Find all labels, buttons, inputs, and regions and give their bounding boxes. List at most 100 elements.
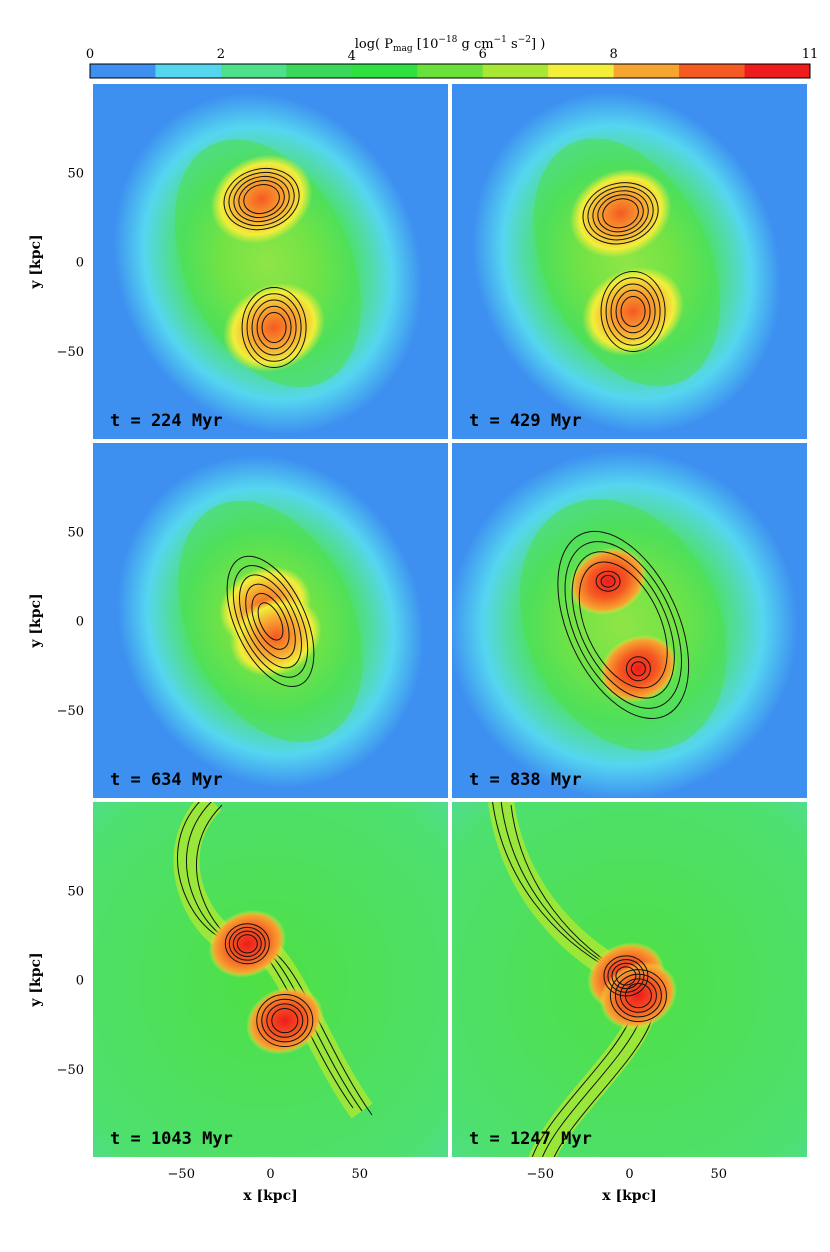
contour-line xyxy=(256,994,314,1048)
y-tick-label: −50 xyxy=(57,345,84,360)
contour-line xyxy=(245,583,296,660)
colorbar-segment xyxy=(548,64,615,78)
contour-line xyxy=(261,998,309,1043)
contour-line xyxy=(223,167,300,231)
panel-frame xyxy=(450,82,809,441)
y-axis-label: y [kpc] xyxy=(28,952,44,1007)
contour-line xyxy=(257,602,284,641)
x-tick-label: −50 xyxy=(168,1167,195,1182)
colorbar-segment xyxy=(155,64,222,78)
x-tick-label: 50 xyxy=(710,1167,727,1182)
y-tick-label: 0 xyxy=(76,256,84,271)
core-glow xyxy=(599,634,678,703)
contour-line xyxy=(615,966,637,986)
colorbar-segment xyxy=(417,64,484,78)
panel-5: t = 1043 Myr xyxy=(91,800,450,1159)
contour-line xyxy=(241,287,307,369)
y-tick-label: 50 xyxy=(67,884,84,899)
contour-line xyxy=(600,574,616,588)
panel-2: t = 429 Myr xyxy=(450,82,809,441)
colorbar-segment xyxy=(286,64,353,78)
colorbar-tick-label: 6 xyxy=(479,47,487,62)
colorbar-tick-label: 11 xyxy=(802,47,819,62)
contour-line xyxy=(610,283,656,340)
contour-line xyxy=(582,182,659,245)
contour-line xyxy=(233,175,290,223)
panel-frame xyxy=(450,441,809,800)
panel-3: t = 634 Myr xyxy=(91,441,450,800)
time-label: t = 1247 Myr xyxy=(469,1129,592,1149)
contour-line xyxy=(266,1003,304,1038)
contour-line xyxy=(238,180,285,219)
halo-inner xyxy=(519,499,727,751)
contour-line xyxy=(630,661,646,677)
contour-line xyxy=(602,198,639,229)
contour-line xyxy=(261,312,287,344)
axes: 50 0 −50 y [kpc] 50 0 −50 y [kpc] 50 0 −50 y [kpc] −… xyxy=(28,166,727,1204)
core-glow xyxy=(599,961,678,1030)
y-tick-label: −50 xyxy=(57,704,84,719)
colorbar-segment xyxy=(220,64,287,78)
time-label: t = 838 Myr xyxy=(469,770,582,790)
x-tick-label: 0 xyxy=(266,1167,274,1182)
colorbar xyxy=(89,63,811,79)
panel-grid: t = 224 Myr t = 429 Myr t = 634 Myr t = 838… xyxy=(91,82,809,1159)
time-label: t = 1043 Myr xyxy=(110,1129,233,1149)
contour-line xyxy=(246,293,302,362)
contour-line xyxy=(236,934,258,954)
contour-line xyxy=(224,923,270,965)
panel-frame xyxy=(91,82,450,441)
contour-line xyxy=(615,289,651,334)
contour-line xyxy=(620,295,646,327)
x-axis-label: x [kpc] xyxy=(243,1188,297,1204)
y-axis-label: y [kpc] xyxy=(28,593,44,648)
core-glow xyxy=(246,986,324,1055)
contour-line xyxy=(557,530,690,720)
panel-frame xyxy=(91,800,450,1159)
contour-line xyxy=(587,186,654,241)
panel-6: t = 1247 Myr xyxy=(450,800,809,1159)
panel-4: t = 838 Myr xyxy=(450,441,809,800)
colorbar-tick-label: 4 xyxy=(348,49,356,64)
panel-frame xyxy=(450,800,809,1159)
contour-line xyxy=(232,930,262,958)
x-tick-label: 50 xyxy=(351,1167,368,1182)
contour-line xyxy=(611,962,641,990)
panel-frame xyxy=(91,441,450,800)
contour-line xyxy=(271,1007,299,1034)
time-label: t = 429 Myr xyxy=(469,411,582,431)
contour-line xyxy=(600,270,666,352)
colorbar-segment xyxy=(482,64,549,78)
colorbar-segment xyxy=(90,64,156,78)
contour-line xyxy=(228,171,295,227)
y-tick-label: 0 xyxy=(76,615,84,630)
core-glow xyxy=(223,283,325,372)
contour-line xyxy=(228,926,266,961)
colorbar-frame xyxy=(89,63,811,79)
contour-line xyxy=(592,190,649,237)
colorbar-segment xyxy=(613,64,680,78)
contour-line xyxy=(605,277,661,346)
colorbar-segment xyxy=(744,64,811,78)
core-glow xyxy=(210,154,313,244)
contour-line xyxy=(625,656,651,682)
y-tick-label: 50 xyxy=(67,525,84,540)
y-axis-label: y [kpc] xyxy=(28,234,44,289)
contour-line xyxy=(226,555,315,688)
contour-line xyxy=(239,574,302,669)
panel-1: t = 224 Myr xyxy=(91,82,450,441)
core-glow xyxy=(582,267,684,356)
time-label: t = 224 Myr xyxy=(110,411,223,431)
contour-line xyxy=(578,561,668,689)
x-axis-label: x [kpc] xyxy=(602,1188,656,1204)
contour-line xyxy=(256,305,292,350)
contour-line xyxy=(564,541,682,709)
contour-line xyxy=(597,194,644,233)
contour-line xyxy=(243,184,280,215)
colorbar-tick-label: 8 xyxy=(609,47,617,62)
colorbar-title: log( Pmag [10−18 g cm−1 s−2] ) xyxy=(355,35,546,54)
contour-line xyxy=(609,969,667,1023)
contour-line xyxy=(232,565,309,678)
contour-line xyxy=(614,973,662,1018)
